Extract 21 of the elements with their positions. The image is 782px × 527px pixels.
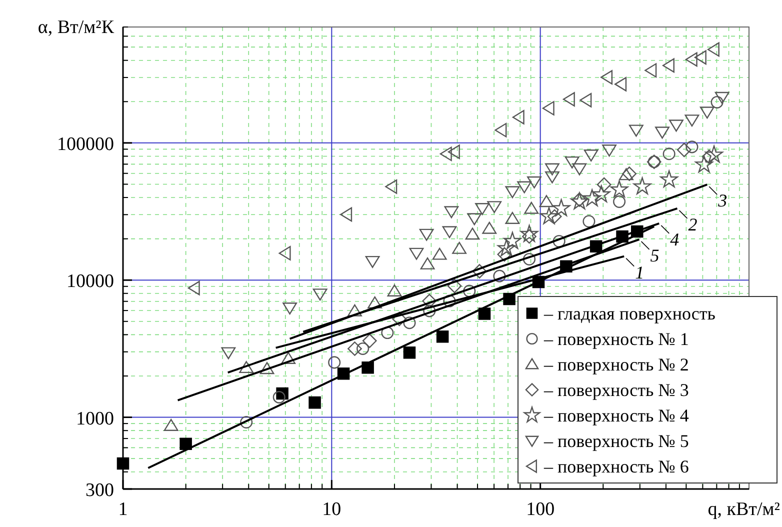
legend-label: 2	[688, 214, 698, 234]
y-tick-label: 10000	[66, 271, 114, 292]
x-tick-label: 100	[526, 499, 555, 520]
y-tick-label: 1000	[76, 408, 114, 430]
y-axis-title: α, Вт/м²К	[38, 17, 114, 38]
legend-label: – поверхность № 2	[543, 354, 689, 374]
legend-label: – гладкая поверхность	[543, 303, 716, 324]
legend-label: 3	[717, 190, 728, 211]
legend-label: 4	[670, 229, 680, 250]
legend-label: – поверхность № 1	[543, 328, 689, 349]
legend-label: – поверхность № 6	[543, 456, 689, 476]
legend-label: – поверхность № 3	[543, 380, 689, 400]
legend-label: – поверхность № 4	[543, 405, 689, 426]
x-tick-label: 10	[322, 499, 342, 520]
legend-label: 5	[650, 245, 660, 266]
y-tick-label: 300	[86, 480, 114, 501]
y-tick-label: 100000	[57, 134, 114, 155]
legend-label: – поверхность № 5	[543, 430, 689, 451]
x-tick-label: 1	[118, 499, 128, 520]
legend-label: 1	[635, 262, 644, 282]
x-axis-title: q, кВт/м²	[708, 499, 780, 520]
